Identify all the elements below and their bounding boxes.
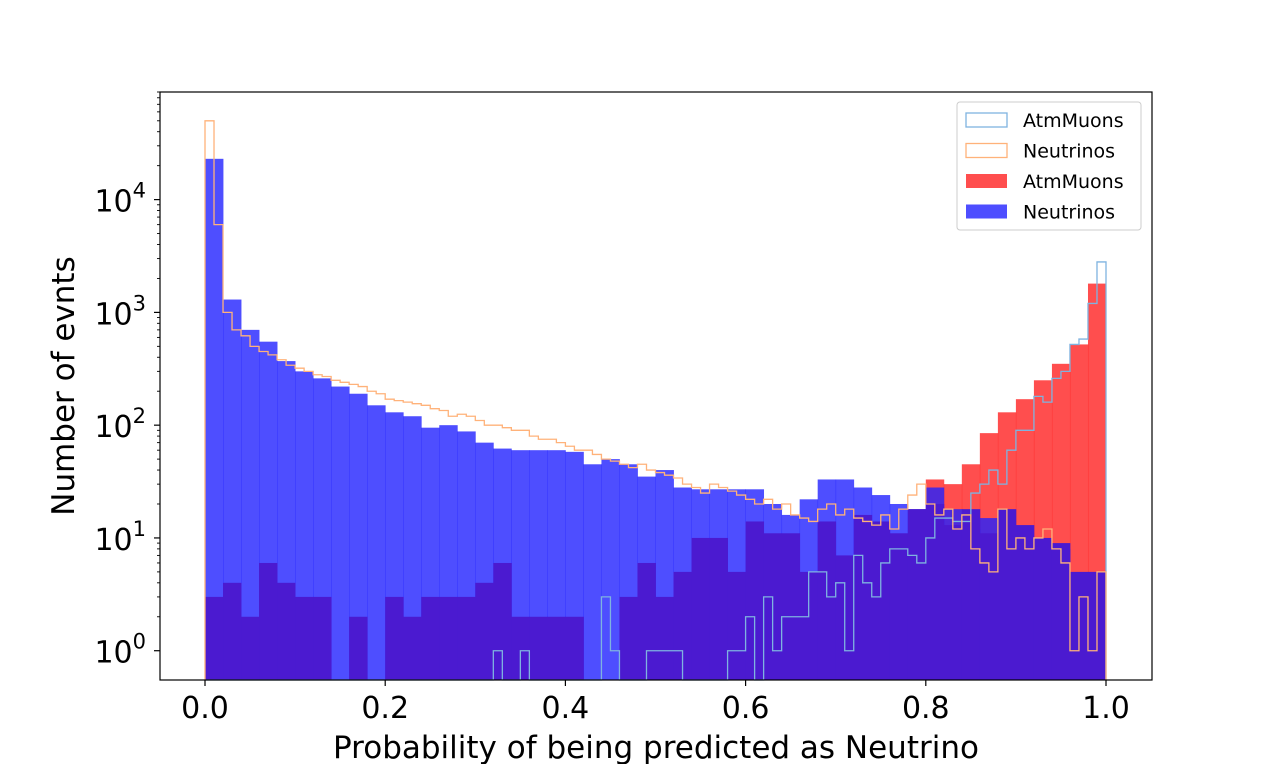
legend-label: AtmMuons	[1023, 171, 1124, 193]
x-tick-label: 0.2	[361, 691, 409, 726]
overlap-bar	[349, 616, 368, 680]
overlap-bar	[691, 537, 710, 680]
neutrinos-bar	[403, 416, 422, 680]
y-tick-label: 102	[94, 404, 146, 445]
x-tick-label: 0.6	[722, 691, 770, 726]
legend-swatch	[965, 112, 1008, 128]
overlap-bar	[565, 616, 584, 680]
overlap-bar	[655, 596, 674, 680]
neutrinos-bar	[331, 386, 350, 680]
overlap-bar	[817, 521, 837, 680]
overlap-bar	[871, 521, 891, 680]
overlap-bar	[547, 616, 566, 680]
overlap-bar	[385, 596, 404, 680]
overlap-bar	[421, 596, 440, 680]
overlap-bar	[403, 616, 422, 680]
overlap-bar	[295, 596, 314, 680]
overlap-bar	[907, 509, 927, 680]
neutrinos-step-line	[204, 120, 1107, 680]
overlap-bar	[781, 533, 801, 680]
legend-label: Neutrinos	[1023, 202, 1115, 224]
overlap-bar	[1015, 525, 1035, 680]
x-tick-label: 1.0	[1082, 691, 1130, 726]
overlap-bar	[889, 533, 909, 680]
overlap-bar	[979, 533, 999, 680]
overlap-bar	[997, 509, 1017, 680]
overlap-bar	[223, 582, 242, 680]
legend-swatch	[965, 142, 1008, 159]
neutrinos-bar	[601, 459, 620, 680]
neutrinos-bar	[205, 158, 224, 680]
overlap-bar	[1033, 537, 1053, 680]
plot-frame	[159, 91, 1153, 681]
overlap-bar	[205, 596, 224, 680]
overlap-bar	[511, 616, 530, 680]
overlap-bar	[925, 503, 945, 680]
legend: AtmMuons Neutrinos AtmMuons Neutrinos	[956, 101, 1142, 231]
x-tick-label: 0.0	[181, 691, 229, 726]
legend-swatch	[966, 174, 1007, 188]
overlap-bar	[799, 571, 819, 680]
neutrinos-bar	[583, 464, 602, 680]
x-axis: 0.0 0.2 0.4 0.6 0.8 1.0	[181, 680, 1130, 726]
overlap-bar	[709, 537, 728, 680]
legend-label: AtmMuons	[1023, 110, 1124, 132]
y-tick-label: 103	[94, 291, 146, 332]
overlap-bar	[943, 525, 963, 680]
x-tick-label: 0.8	[902, 691, 950, 726]
overlap-bar	[745, 521, 765, 680]
overlap-bar	[529, 616, 548, 680]
overlap-histogram-bars	[205, 503, 1107, 680]
y-tick-label: 104	[94, 179, 146, 220]
overlap-bar	[961, 509, 981, 680]
neutrinos-bar	[367, 405, 386, 680]
legend-label: Neutrinos	[1023, 141, 1115, 163]
y-tick-label: 100	[94, 630, 146, 671]
overlap-bar	[457, 596, 476, 680]
overlap-bar	[259, 562, 278, 680]
legend-box	[956, 101, 1142, 231]
x-tick-label: 0.4	[542, 691, 590, 726]
overlap-bar	[1051, 543, 1071, 680]
legend-swatch	[966, 204, 1007, 219]
overlap-bar	[241, 616, 260, 680]
overlap-bar	[277, 582, 296, 680]
y-axis-label: Number of evnts	[46, 256, 82, 516]
overlap-bar	[439, 596, 458, 680]
overlap-bar	[475, 582, 494, 680]
x-axis-label: Probability of being predicted as Neutri…	[333, 730, 979, 764]
y-tick-label: 101	[94, 517, 146, 558]
neutrinos-bar	[241, 329, 260, 680]
overlap-bar	[727, 571, 746, 680]
overlap-bar	[619, 596, 638, 680]
neutrinos-bar	[349, 393, 368, 680]
overlap-bar	[313, 596, 332, 680]
overlap-bar	[673, 571, 692, 680]
overlap-bar	[853, 514, 873, 680]
y-axis: 100 101 102 103 104	[94, 91, 160, 671]
